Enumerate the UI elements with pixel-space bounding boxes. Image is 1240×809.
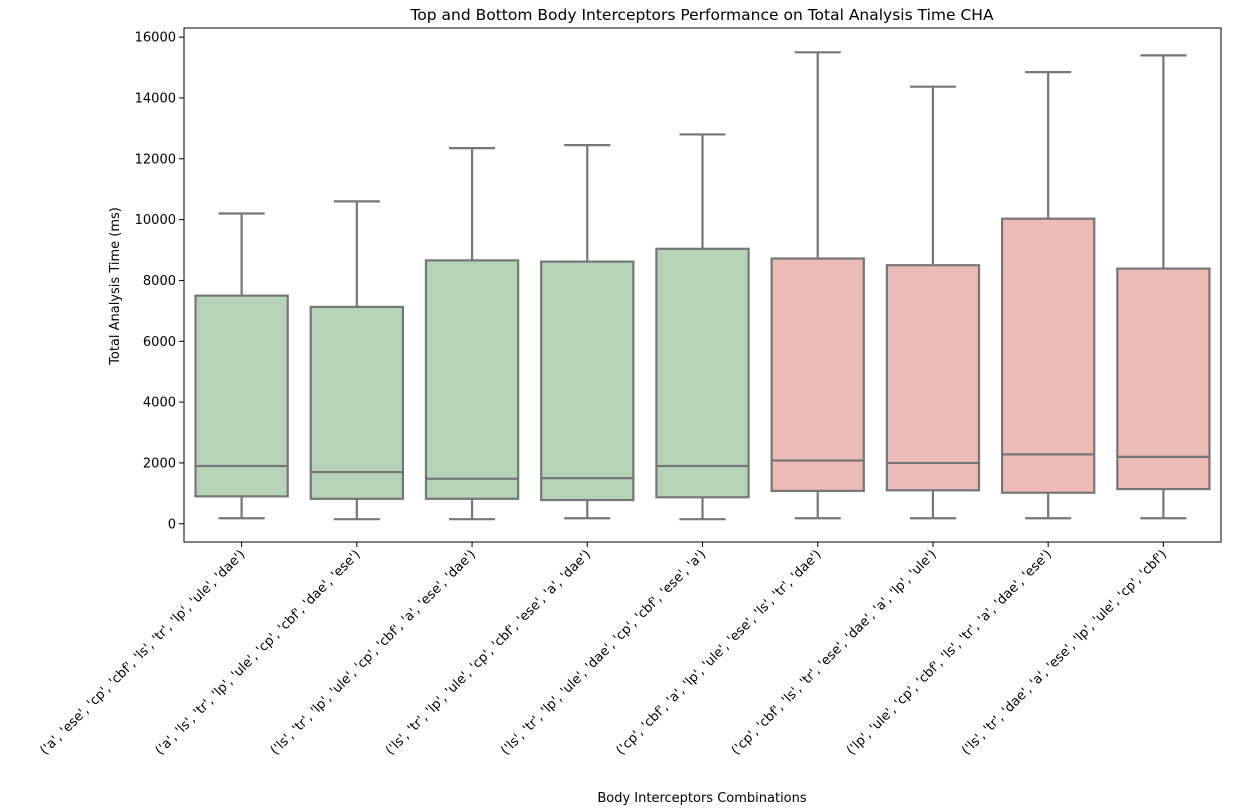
box-3 <box>424 147 520 521</box>
x-tick-label: ('ls', 'tr', 'lp', 'ule', 'dae', 'cp', '… <box>498 547 709 758</box>
box-6 <box>770 51 865 520</box>
y-tick-label: 12000 <box>135 152 176 167</box>
x-tick-label: ('a', 'ls', 'tr', 'lp', 'ule', 'cp', 'cb… <box>153 547 364 758</box>
box-iqr <box>540 260 635 502</box>
y-axis: 0 2000 4000 6000 8000 10000 12000 14000 16000 <box>135 31 184 532</box>
x-tick-label: ('ls', 'tr', 'lp', 'ule', 'cp', 'cbf', '… <box>383 547 594 758</box>
y-tick-label: 0 <box>168 517 176 532</box>
y-tick-label: 10000 <box>135 213 176 228</box>
box-2 <box>309 200 405 521</box>
box-5 <box>655 133 750 521</box>
x-axis: ('a', 'ese', 'cp', 'cbf', 'ls', 'tr', 'l… <box>37 542 1170 758</box>
x-tick-label: ('a', 'ese', 'cp', 'cbf', 'ls', 'tr', 'l… <box>37 547 248 758</box>
box-iqr <box>424 259 520 500</box>
box-iqr <box>885 264 981 492</box>
y-tick-label: 4000 <box>143 396 176 411</box>
box-iqr <box>1116 267 1211 491</box>
plot-area <box>194 51 1211 521</box>
x-tick-label: ('cp', 'cbf', 'a', 'lp', 'ule', 'ese', '… <box>614 547 825 758</box>
box-4 <box>540 143 635 520</box>
box-iqr <box>309 305 405 500</box>
box-iqr <box>1000 217 1096 494</box>
x-tick-label: ('ls', 'tr', 'dae', 'a', 'ese', 'lp', 'u… <box>959 547 1170 758</box>
y-axis-label: Total Analysis Time (ms) <box>108 207 123 366</box>
x-tick-label: ('lp', 'ule', 'cp', 'cbf', 'ls', 'tr', '… <box>844 547 1055 758</box>
y-tick-label: 16000 <box>135 31 176 46</box>
box-9 <box>1116 54 1211 520</box>
box-7 <box>885 85 981 520</box>
y-tick-label: 14000 <box>135 91 176 106</box>
x-tick-label: ('ls', 'tr', 'lp', 'ule', 'cp', 'cbf', '… <box>268 547 479 758</box>
x-axis-label: Body Interceptors Combinations <box>597 791 807 806</box>
chart-title: Top and Bottom Body Interceptors Perform… <box>409 6 994 24</box>
y-tick-label: 6000 <box>143 335 176 350</box>
box-iqr <box>770 257 865 493</box>
box-iqr <box>655 247 750 499</box>
box-1 <box>194 212 289 520</box>
y-tick-label: 2000 <box>143 456 176 471</box>
box-iqr <box>194 294 289 498</box>
box-8 <box>1000 71 1096 520</box>
y-tick-label: 8000 <box>143 274 176 289</box>
x-tick-label: ('cp', 'cbf', 'ls', 'tr', 'ese', 'dae', … <box>729 547 940 758</box>
